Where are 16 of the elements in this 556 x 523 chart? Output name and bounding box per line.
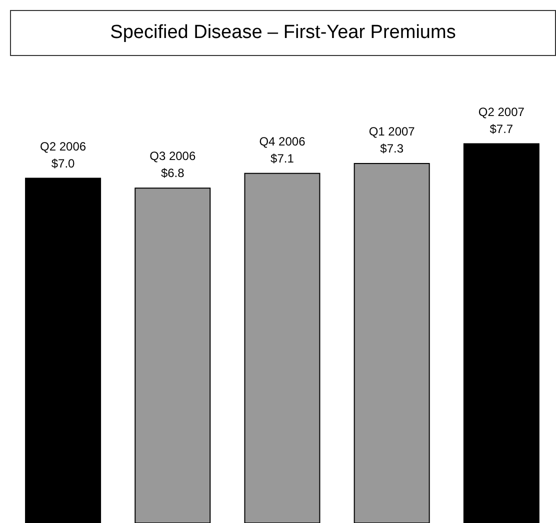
data-label: $7.3 (380, 141, 404, 156)
bar (244, 172, 320, 523)
data-label: $6.8 (160, 166, 185, 180)
x-tick-label: Q2 2006 (40, 139, 86, 154)
bar (354, 162, 430, 523)
chart-title: Specified Disease – First-Year Premiums (10, 10, 556, 56)
x-tick-label: Q2 2007 (478, 104, 525, 119)
bar (134, 188, 211, 523)
x-tick-label: Q3 2006 (150, 149, 196, 164)
data-label: $7.1 (270, 151, 294, 166)
data-label: $7.7 (490, 122, 514, 136)
bar (25, 178, 102, 523)
x-tick-label: Q4 2006 (259, 134, 306, 148)
bar (463, 143, 540, 523)
x-tick-label: Q1 2007 (368, 124, 416, 138)
data-label: $7.0 (51, 156, 76, 170)
